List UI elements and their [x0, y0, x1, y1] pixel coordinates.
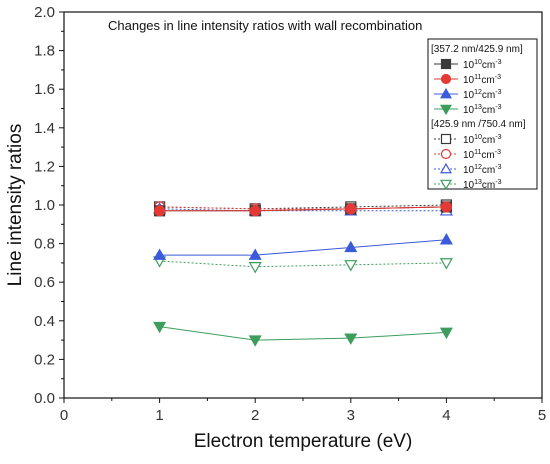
x-tick-label: 2 — [251, 407, 259, 424]
x-tick-label: 5 — [538, 407, 546, 424]
legend-item: 1011cm-3 — [434, 73, 501, 86]
data-point — [344, 333, 358, 345]
series-line — [159, 260, 447, 268]
legend-marker — [440, 179, 452, 191]
series-line — [159, 239, 447, 256]
y-axis-title: Line intensity ratios — [5, 124, 26, 287]
legend-marker — [440, 148, 452, 160]
legend-label: 1013cm-3 — [463, 179, 502, 191]
data-point — [344, 240, 358, 253]
data-point — [154, 205, 166, 217]
legend-group-title: [357.2 nm/425.9 nm] — [431, 44, 523, 55]
legend-label: 1010cm-3 — [463, 59, 502, 71]
legend-marker — [440, 73, 452, 85]
series-13-open — [153, 256, 453, 274]
legend-label: 1012cm-3 — [463, 89, 502, 101]
x-tick-label: 1 — [155, 407, 163, 424]
legend-item: 1013cm-3 — [434, 179, 502, 191]
legend-label: 1010cm-3 — [463, 134, 502, 146]
series-12-filled — [153, 233, 453, 260]
y-tick-label: 1.0 — [34, 197, 55, 214]
data-point — [153, 321, 167, 334]
data-point — [153, 248, 167, 260]
series-layer — [153, 199, 453, 347]
legend-item: 1011cm-3 — [434, 148, 501, 161]
series-line — [159, 326, 447, 341]
data-point — [440, 201, 452, 213]
chart-title: Changes in line intensity ratios with wa… — [108, 18, 422, 33]
legend-label: 1011cm-3 — [463, 74, 501, 86]
y-tick-label: 1.8 — [34, 43, 55, 60]
legend-group-title: [425.9 nm /750.4 nm] — [431, 119, 526, 130]
legend-marker — [440, 58, 452, 70]
data-point — [248, 262, 262, 274]
x-axis-title: Electron temperature (eV) — [194, 431, 413, 452]
series-11-filled — [154, 201, 452, 217]
legend-item: 1013cm-3 — [434, 104, 502, 116]
legend-label: 1012cm-3 — [463, 164, 502, 176]
legend-marker — [440, 104, 452, 116]
axes: 0 1 2 3 4 5 0.0 0.2 0.4 0.6 0.8 1.0 1.2 1.4 1.6 1.8 2.0 — [34, 4, 546, 424]
data-point — [439, 258, 453, 270]
data-point — [248, 248, 262, 260]
series-line — [159, 206, 447, 212]
data-point — [439, 233, 453, 245]
legend-marker — [440, 162, 452, 174]
legend-item: 1012cm-3 — [434, 87, 502, 101]
y-tick-label: 0.0 — [34, 390, 55, 407]
legend-item: 1010cm-3 — [434, 133, 502, 146]
x-tick-label: 3 — [347, 407, 355, 424]
series-12-open — [153, 202, 453, 216]
data-point — [344, 260, 358, 272]
y-tick-label: 1.6 — [34, 81, 55, 98]
data-point — [249, 205, 261, 217]
legend: [357.2 nm/425.9 nm] 1010cm-3 1011cm-3 1012c… — [427, 38, 538, 191]
legend-marker — [440, 87, 452, 99]
y-tick-label: 1.2 — [34, 158, 55, 175]
legend-item: 1012cm-3 — [434, 162, 502, 176]
x-tick-label: 0 — [60, 407, 68, 424]
y-tick-label: 0.2 — [34, 351, 55, 368]
series-13-filled — [153, 321, 453, 347]
y-tick-label: 0.6 — [34, 274, 55, 291]
series-10-open — [154, 199, 452, 215]
legend-marker — [440, 133, 452, 145]
x-tick-label: 4 — [442, 407, 450, 424]
data-point — [439, 327, 453, 340]
legend-label: 1013cm-3 — [463, 104, 502, 116]
y-tick-label: 0.8 — [34, 236, 55, 253]
data-point — [345, 203, 357, 215]
legend-item: 1010cm-3 — [434, 58, 502, 71]
data-point — [248, 335, 262, 347]
legend-label: 1011cm-3 — [463, 149, 501, 161]
y-tick-label: 1.4 — [34, 120, 55, 137]
y-tick-label: 2.0 — [34, 4, 55, 21]
series-10-filled — [154, 201, 452, 217]
y-tick-label: 0.4 — [34, 313, 55, 330]
